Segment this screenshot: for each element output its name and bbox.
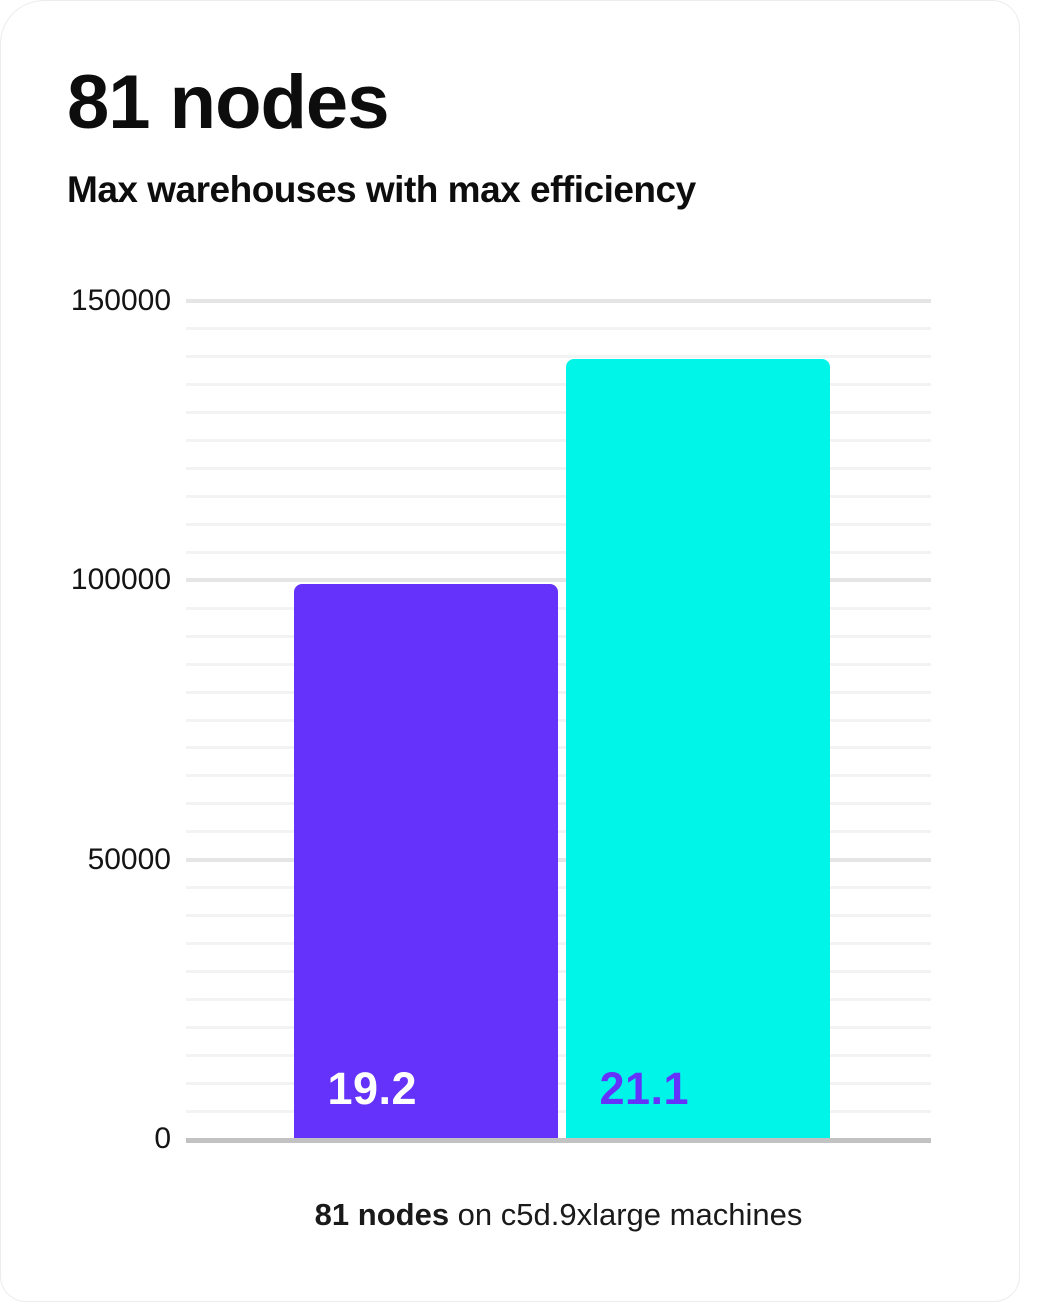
gridline-minor	[186, 1109, 931, 1113]
gridline-major	[186, 578, 931, 583]
gridline-minor	[186, 634, 931, 638]
y-axis-tick-label: 150000	[70, 284, 171, 317]
gridline-minor	[186, 969, 931, 973]
caption-bold-text: 81 nodes	[314, 1197, 450, 1232]
gridline-minor	[186, 411, 931, 415]
y-axis-tick-label: 50000	[87, 842, 171, 876]
gridline-minor	[186, 830, 931, 834]
bar-19.2: 19.2	[293, 583, 558, 1139]
bar-chart-plot-area: 0 50000 100000 150000 19.2 21.1	[71, 286, 931, 1154]
gridline-major	[186, 857, 931, 862]
y-axis-tick-label: 0	[154, 1122, 171, 1155]
gridline-minor	[186, 802, 931, 806]
gridline-major	[186, 299, 931, 303]
gridline-minor	[186, 746, 931, 750]
gridline-minor	[186, 606, 931, 610]
gridline-minor	[186, 1081, 931, 1085]
gridline-minor	[186, 662, 931, 666]
gridline-minor	[186, 383, 931, 387]
gridline-minor	[186, 941, 931, 945]
chart-card: 81 nodes Max warehouses with max efficie…	[0, 0, 1020, 1302]
y-axis-tick-label: 100000	[70, 563, 171, 597]
x-axis-baseline	[186, 1138, 931, 1143]
bar-21.1: 21.1	[565, 359, 830, 1139]
gridline-minor	[186, 495, 931, 499]
bar-value-label: 21.1	[599, 1063, 690, 1114]
gridline-minor	[186, 1053, 931, 1057]
gridline-minor	[186, 774, 931, 778]
caption-regular-text: on c5d.9xlarge machines	[449, 1197, 803, 1232]
gridline-minor	[186, 522, 931, 526]
gridline-minor	[186, 886, 931, 890]
gridline-minor	[186, 1025, 931, 1029]
bar-value-label: 19.2	[327, 1063, 418, 1114]
gridline-minor	[186, 914, 931, 918]
gridline-minor	[186, 718, 931, 722]
gridline-minor	[186, 690, 931, 694]
chart-caption: 81 nodes on c5d.9xlarge machines	[186, 1197, 931, 1233]
gridline-minor	[186, 467, 931, 471]
gridline-minor	[186, 997, 931, 1001]
gridline-minor	[186, 439, 931, 443]
chart-title: 81 nodes	[67, 60, 389, 145]
gridline-minor	[186, 550, 931, 554]
chart-subtitle: Max warehouses with max efficiency	[67, 169, 696, 210]
gridline-minor	[186, 355, 931, 359]
gridline-minor	[186, 327, 931, 331]
